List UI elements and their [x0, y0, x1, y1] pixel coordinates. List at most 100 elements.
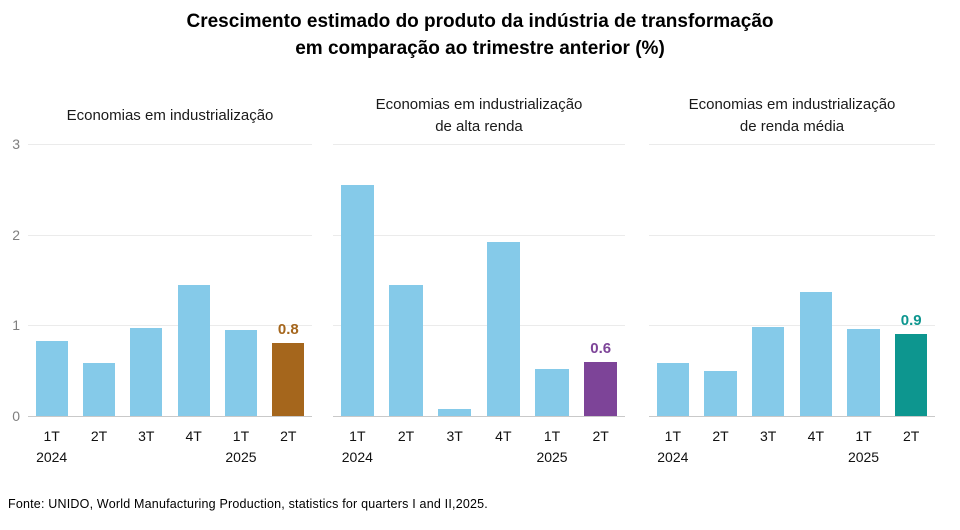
year-label [887, 448, 935, 466]
year-label: 2024 [36, 449, 68, 465]
x-slot: 1T 2024 [333, 427, 382, 466]
x-slot: 2T [75, 427, 122, 466]
quarter-label: 2T [397, 428, 415, 444]
year-label [576, 448, 625, 466]
bar-slot [382, 144, 431, 416]
panel-renda-media: Economias em industrialização de renda mé… [649, 88, 935, 466]
bar-1t-2024 [656, 363, 690, 416]
quarter-label: 1T [855, 428, 872, 444]
x-slot: 1T 2024 [28, 427, 75, 466]
x-slot: 1T 2024 [649, 427, 697, 466]
bar-slot [697, 144, 745, 416]
panel-title: Economias em industrialização [28, 88, 312, 144]
gridline-y1 [333, 325, 625, 327]
year-label [744, 448, 792, 466]
bar-value-label: 0.6 [590, 339, 612, 357]
x-slot: 2T [265, 427, 312, 466]
bar-slot [333, 144, 382, 416]
quarter-label: 1T [232, 428, 250, 444]
x-slot: 1T 2025 [217, 427, 264, 466]
bar-value-label: 0.8 [277, 321, 299, 339]
bar-slot [744, 144, 792, 416]
bar-slot [479, 144, 528, 416]
quarter-label: 3T [760, 428, 777, 444]
x-slot: 3T [430, 427, 479, 466]
panel-title-line: de alta renda [435, 118, 523, 135]
year-label [479, 448, 528, 466]
x-slot: 3T [744, 427, 792, 466]
quarter-label: 1T [349, 428, 366, 444]
year-label [697, 448, 745, 466]
x-slot: 4T [479, 427, 528, 466]
bar-slot [75, 144, 122, 416]
bar-slot [123, 144, 170, 416]
bar-1t-2025 [224, 329, 258, 416]
bar-3t-2024 [130, 328, 163, 416]
x-slot: 4T [792, 427, 840, 466]
quarter-label: 1T [543, 428, 561, 444]
bars: 0.9 [649, 144, 935, 416]
bar-2t-2024 [704, 370, 737, 416]
gridline-y2 [333, 234, 625, 236]
chart-title-line2: em comparação ao trimestre anterior (%) [295, 38, 665, 59]
plot-area: 0 1 2 3 0.8 [12, 136, 312, 424]
x-slot: 1T 2025 [840, 427, 888, 466]
gridline-y2 [28, 234, 312, 236]
gridline-y3 [333, 144, 625, 145]
bar-4t-2024 [486, 241, 520, 416]
year-label [265, 448, 312, 466]
bar-slot: 0.8 [265, 144, 312, 416]
bar-slot [430, 144, 479, 416]
source-note: Fonte: UNIDO, World Manufacturing Produc… [8, 497, 488, 511]
bar-4t-2024 [177, 284, 210, 416]
plot-area: 0.6 [333, 144, 625, 417]
bar-2t-2024 [82, 363, 116, 416]
chart-title-line1: Crescimento estimado do produto da indús… [186, 11, 774, 32]
quarter-label: 2T [712, 428, 729, 444]
y-tick-label: 2 [12, 226, 20, 243]
panel-economias-em-industrializacao: Economias em industrialização 0 1 2 3 0.8 1T 20… [12, 88, 312, 466]
bars: 0.8 [28, 144, 312, 416]
quarter-label: 3T [446, 428, 463, 444]
gridline-y0 [649, 416, 935, 417]
bar-slot [528, 144, 577, 416]
year-label [75, 448, 122, 466]
plot-area: 0.9 [649, 144, 935, 417]
quarter-label: 4T [807, 428, 825, 444]
quarter-label: 2T [592, 428, 609, 444]
bar-2t-2025 [584, 361, 618, 416]
gridline-y3 [28, 144, 312, 145]
bar-2t-2025 [894, 334, 928, 416]
bar-2t-2025 [272, 343, 305, 416]
bar-slot: 0.6 [576, 144, 625, 416]
quarter-label: 2T [280, 428, 297, 444]
gridline-y2 [649, 234, 935, 236]
gridline-y0 [28, 416, 312, 417]
quarter-label: 2T [903, 428, 920, 444]
y-tick-label: 1 [12, 317, 20, 334]
chart-title: Crescimento estimado do produto da indús… [0, 8, 960, 62]
x-axis-labels: 1T 2024 2T 3T 4T 1T 2025 2T [649, 427, 935, 466]
bar-slot: 0.9 [887, 144, 935, 416]
panel-title-line: Economias em industrialização [375, 96, 583, 113]
x-axis-labels: 1T 2024 2T 3T 4T 1T 2025 2T [333, 427, 625, 466]
quarter-label: 4T [495, 428, 512, 444]
quarter-label: 1T [43, 428, 60, 444]
year-label: 2024 [341, 449, 373, 465]
quarter-label: 1T [664, 428, 681, 444]
y-tick-label: 0 [12, 408, 20, 424]
gridline-y1 [649, 325, 935, 327]
quarter-label: 3T [138, 428, 155, 444]
year-label: 2025 [536, 449, 568, 465]
year-label: 2025 [847, 449, 880, 465]
bar-3t-2024 [438, 408, 472, 416]
bar-value-label: 0.9 [900, 312, 922, 330]
bar-slot [840, 144, 888, 416]
bar-slot [28, 144, 75, 416]
bar-slot [217, 144, 264, 416]
year-label: 2024 [657, 449, 689, 465]
x-axis-labels: 1T 2024 2T 3T 4T 1T 2025 2T [28, 427, 312, 466]
gridline-y3 [649, 144, 935, 145]
gridline-y1 [28, 325, 312, 327]
